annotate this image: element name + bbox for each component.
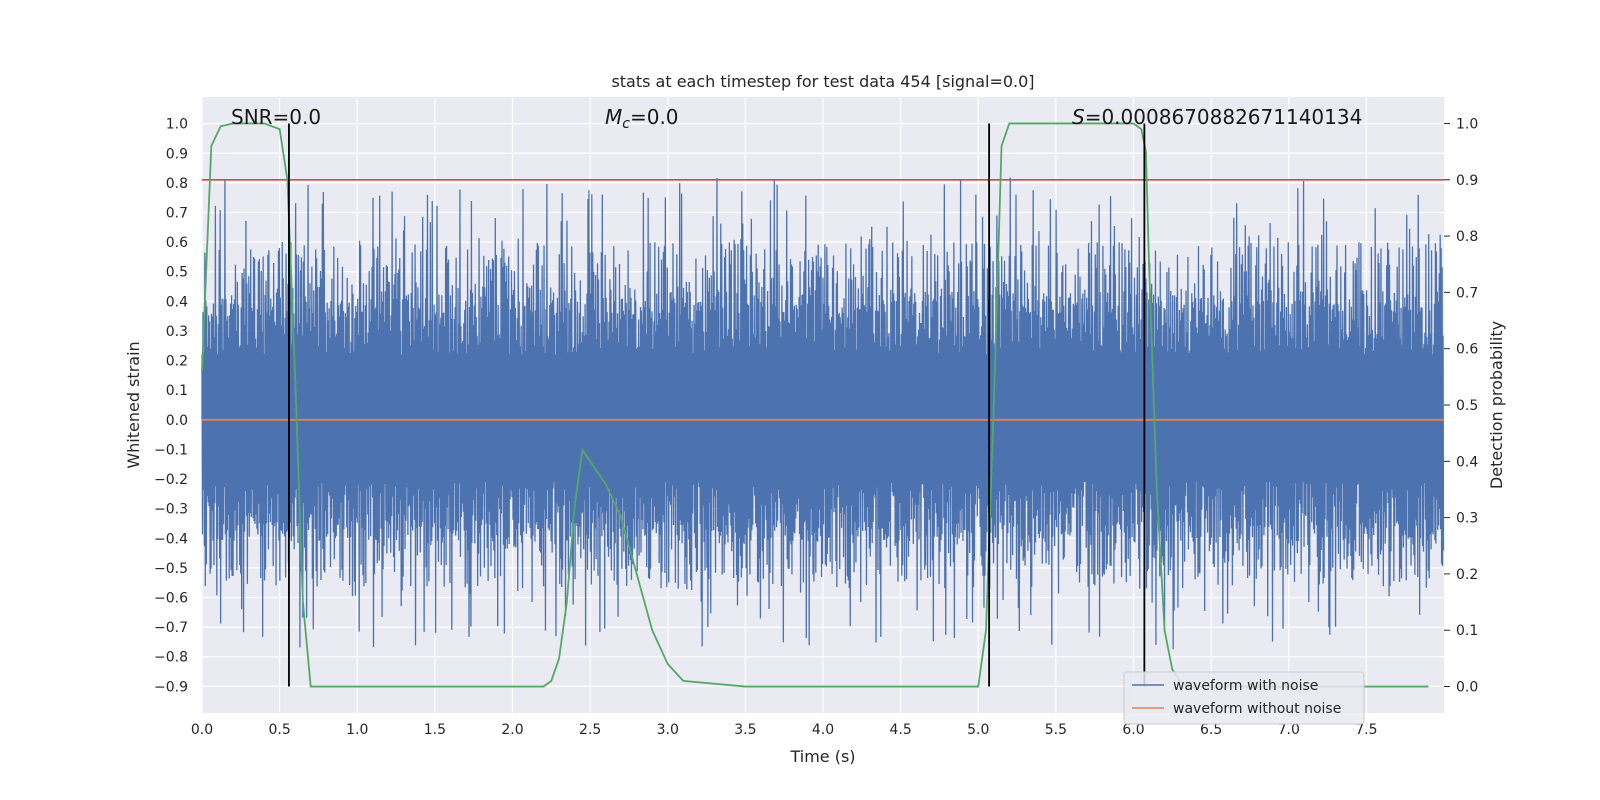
x-tick-label: 4.5 xyxy=(889,722,911,738)
series-waveform-with-noise xyxy=(201,177,1445,650)
y2-tick-label: 0.7 xyxy=(1456,285,1478,301)
x-tick-label: 4.0 xyxy=(812,722,834,738)
y-tick-label: 0.8 xyxy=(166,176,188,192)
x-tick-label: 2.5 xyxy=(579,722,601,738)
x-tick-label: 6.5 xyxy=(1200,722,1222,738)
y-tick-label: −0.3 xyxy=(154,502,188,518)
y-tick-label: −0.6 xyxy=(154,591,188,607)
x-tick-label: 1.5 xyxy=(424,722,446,738)
y2-tick-label: 0.4 xyxy=(1456,454,1478,470)
x-tick-label: 5.0 xyxy=(967,722,989,738)
y2-tick-label: 0.5 xyxy=(1456,398,1478,414)
mc-symbol: M xyxy=(605,105,622,129)
y2-tick-label: 0.6 xyxy=(1456,342,1478,358)
y-tick-label: −0.9 xyxy=(154,679,188,695)
x-tick-label: 7.0 xyxy=(1278,722,1300,738)
y2-axis-ticks: 0.0 0.1 0.2 0.3 0.4 0.5 0.6 0.7 0.8 0.9 1.0 xyxy=(1444,116,1478,696)
y-tick-label: −0.7 xyxy=(154,620,188,636)
y-tick-label: 0.7 xyxy=(166,206,188,222)
noise-waveform-path xyxy=(201,177,1445,650)
mc-annotation: Mc=0.0 xyxy=(605,105,679,132)
y-tick-label: −0.1 xyxy=(154,442,188,458)
y2-tick-label: 0.9 xyxy=(1456,173,1478,189)
y-tick-label: 0.3 xyxy=(166,324,188,340)
y-tick-label: 0.4 xyxy=(166,294,188,310)
y-tick-label: −0.2 xyxy=(154,472,188,488)
x-tick-label: 6.0 xyxy=(1122,722,1144,738)
y-tick-label: −0.4 xyxy=(154,531,188,547)
mc-value: =0.0 xyxy=(630,105,679,129)
x-tick-label: 3.0 xyxy=(657,722,679,738)
y-axis-label: Whitened strain xyxy=(124,341,143,468)
legend: waveform with noise waveform without noi… xyxy=(1123,671,1365,725)
s-annotation: S=0.0008670882671140134 xyxy=(1072,105,1362,129)
x-tick-label: 2.0 xyxy=(501,722,523,738)
s-value: =0.0008670882671140134 xyxy=(1085,105,1363,129)
chart-title: stats at each timestep for test data 454… xyxy=(611,72,1034,91)
y2-tick-label: 0.2 xyxy=(1456,567,1478,583)
y2-tick-label: 0.3 xyxy=(1456,511,1478,527)
series-lines xyxy=(201,122,1444,688)
y2-tick-label: 0.8 xyxy=(1456,229,1478,245)
s-symbol: S xyxy=(1072,105,1085,129)
x-tick-label: 0.5 xyxy=(268,722,290,738)
y-tick-label: −0.8 xyxy=(154,650,188,666)
x-axis-label: Time (s) xyxy=(789,747,855,766)
y-axis-ticks: −0.9 −0.8 −0.7 −0.6 −0.5 −0.4 −0.3 −0.2 −0.1 0.0 0… xyxy=(154,117,188,696)
y-tick-label: 1.0 xyxy=(166,117,188,133)
y-tick-label: 0.9 xyxy=(166,146,188,162)
y-tick-label: 0.0 xyxy=(166,413,188,429)
y-tick-label: 0.6 xyxy=(166,235,188,251)
y-tick-label: 0.2 xyxy=(166,354,188,370)
x-tick-label: 5.5 xyxy=(1045,722,1067,738)
x-axis-ticks: 0.0 0.5 1.0 1.5 2.0 2.5 3.0 3.5 4.0 4.5 5.0 5.5 6.0 6… xyxy=(191,722,1378,738)
y-tick-label: 0.5 xyxy=(166,265,188,281)
x-tick-label: 7.5 xyxy=(1355,722,1377,738)
y2-tick-label: 0.1 xyxy=(1456,623,1478,639)
y2-axis-label: Detection probability xyxy=(1487,321,1506,489)
legend-label-clean: waveform without noise xyxy=(1173,701,1341,717)
x-tick-label: 0.0 xyxy=(191,722,213,738)
legend-label-noise: waveform with noise xyxy=(1173,678,1318,694)
snr-annotation: SNR=0.0 xyxy=(231,105,321,129)
mc-subscript: c xyxy=(622,116,630,132)
y2-tick-label: 0.0 xyxy=(1456,680,1478,696)
y-tick-label: 0.1 xyxy=(166,383,188,399)
y2-tick-label: 1.0 xyxy=(1456,116,1478,132)
x-tick-label: 3.5 xyxy=(734,722,756,738)
detection-probability-line xyxy=(201,122,1429,688)
y-tick-label: −0.5 xyxy=(154,561,188,577)
x-tick-label: 1.0 xyxy=(346,722,368,738)
legend-box xyxy=(1123,671,1365,725)
